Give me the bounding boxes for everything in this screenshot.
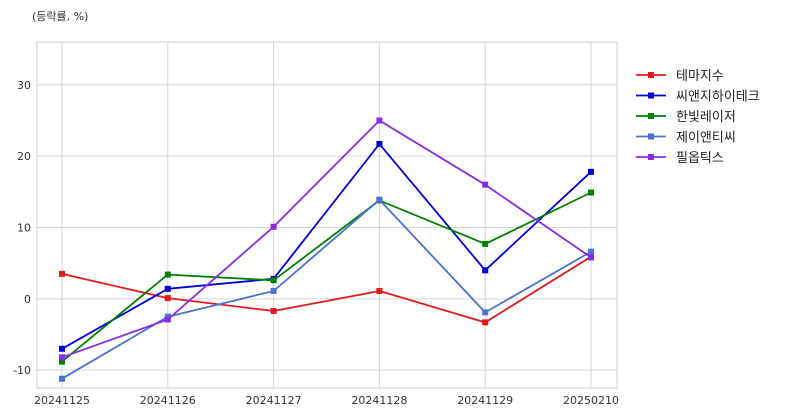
data-point — [164, 271, 171, 278]
data-point — [376, 196, 383, 203]
legend-marker — [648, 72, 654, 78]
data-point — [376, 117, 383, 124]
x-tick-label: 20241128 — [351, 394, 407, 407]
data-point — [482, 240, 489, 247]
data-point — [482, 267, 489, 274]
x-tick-label: 20250210 — [563, 394, 619, 407]
data-point — [59, 345, 65, 352]
axes: 20241125 20241126 20241127 20241128 20241129… — [13, 79, 619, 407]
legend-item: 씨앤지하이테크 — [636, 90, 760, 105]
grid — [36, 41, 618, 389]
legend-marker — [648, 133, 654, 140]
legend-label: 씨앤지하이테크 — [676, 90, 760, 105]
legend-item: 필옵틱스 — [636, 151, 724, 166]
data-point — [270, 307, 277, 314]
data-point — [588, 189, 594, 196]
data-point — [59, 358, 65, 365]
series-line — [61, 191, 592, 363]
plot-area — [36, 41, 618, 389]
series-4 — [59, 117, 594, 361]
data-point — [164, 295, 171, 302]
legend-item: 제이앤티씨 — [636, 131, 736, 146]
x-tick-label: 20241126 — [140, 394, 196, 407]
data-point — [588, 168, 594, 175]
legend-label: 한빛레이저 — [676, 110, 736, 125]
y-tick-label: 20 — [17, 150, 31, 163]
x-tick-label: 20241127 — [246, 394, 302, 407]
legend-marker — [648, 92, 654, 99]
legend-item: 한빛레이저 — [636, 110, 736, 125]
data-point — [59, 354, 65, 361]
y-tick-label: 10 — [17, 221, 31, 234]
data-point — [164, 316, 171, 323]
y-tick-label: 0 — [24, 293, 31, 306]
data-point — [59, 375, 65, 382]
data-point — [376, 287, 383, 294]
legend-label: 테마지수 — [676, 69, 724, 84]
data-point — [270, 277, 277, 284]
legend-marker — [648, 113, 654, 119]
data-point — [482, 319, 489, 326]
y-tick-label: 30 — [17, 79, 31, 92]
data-point — [588, 254, 594, 261]
data-point — [482, 309, 489, 316]
legend-item: 테마지수 — [636, 69, 724, 84]
x-tick-label: 20241125 — [34, 394, 90, 407]
legend-label: 제이앤티씨 — [676, 131, 736, 146]
y-tick-label: -10 — [13, 364, 31, 377]
data-point — [270, 223, 277, 230]
series-layer — [59, 117, 594, 382]
data-point — [270, 287, 277, 294]
series-line — [61, 255, 592, 324]
data-point — [482, 181, 489, 188]
series-line — [61, 119, 592, 359]
series-line — [61, 143, 592, 350]
data-point — [164, 285, 171, 292]
data-point — [59, 270, 65, 277]
legend-marker — [648, 154, 654, 160]
legend-label: 필옵틱스 — [676, 151, 724, 166]
x-tick-label: 20241129 — [457, 394, 513, 407]
data-point — [588, 248, 594, 255]
series-line — [61, 198, 592, 380]
data-point — [376, 141, 383, 148]
y-axis-label: (등락률, %) — [32, 10, 88, 23]
